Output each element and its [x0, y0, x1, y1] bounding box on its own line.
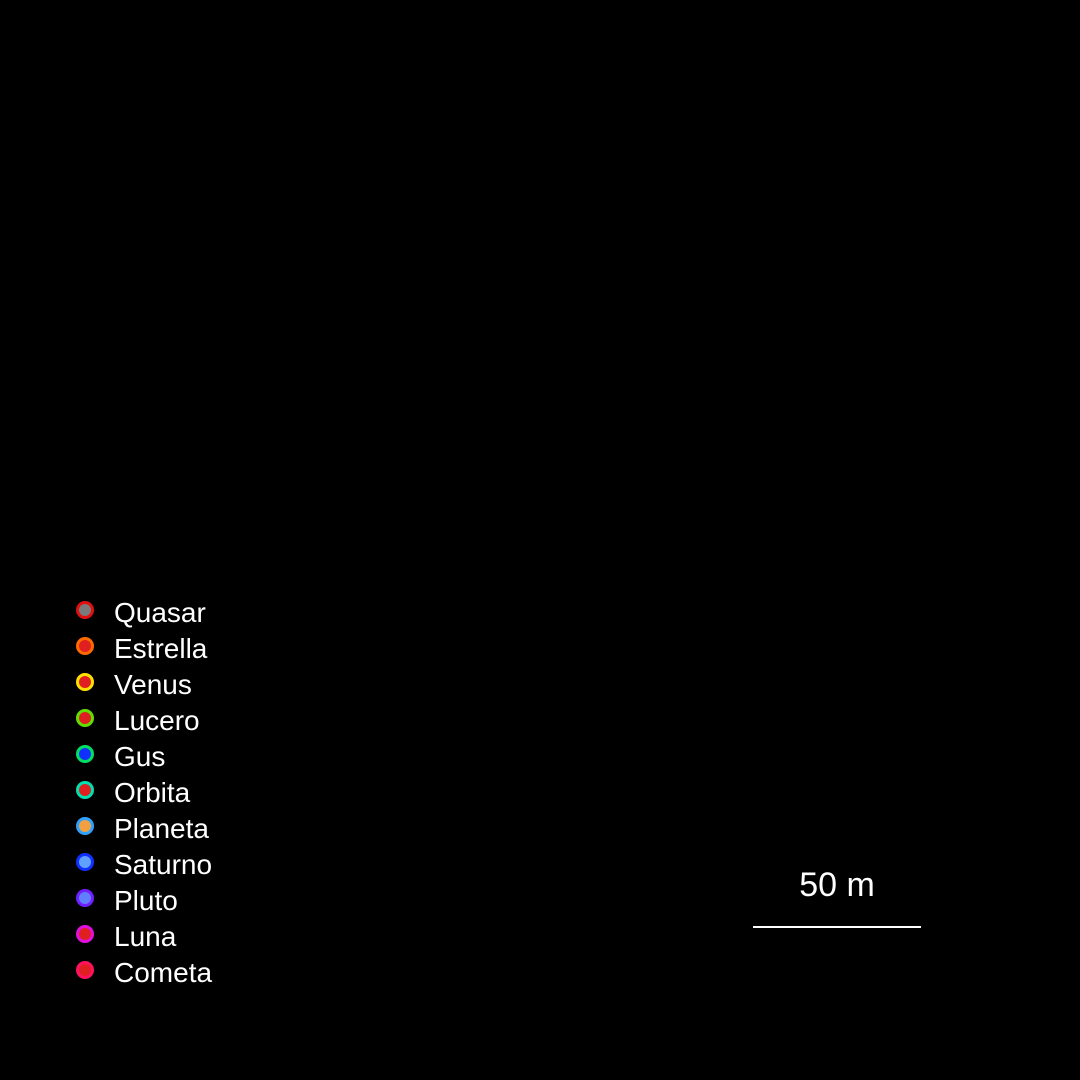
legend-marker-icon — [76, 637, 94, 655]
legend-marker-icon — [76, 709, 94, 727]
legend-item: Gus — [76, 739, 212, 775]
legend-item: Estrella — [76, 631, 212, 667]
legend-item: Pluto — [76, 883, 212, 919]
legend-label: Lucero — [114, 705, 200, 736]
legend-marker-icon — [76, 673, 94, 691]
legend-marker-icon — [76, 817, 94, 835]
legend-marker-icon — [76, 889, 94, 907]
legend-label: Saturno — [114, 849, 213, 880]
legend-label: Planeta — [114, 813, 209, 844]
legend-marker-icon — [76, 961, 94, 979]
scale-line — [753, 926, 921, 928]
legend-label: Orbita — [114, 777, 191, 808]
legend-item: Venus — [76, 667, 212, 703]
legend-marker-icon — [76, 781, 94, 799]
legend-label: Quasar — [114, 597, 206, 628]
legend-item: Cometa — [76, 955, 212, 991]
legend-marker-icon — [76, 925, 94, 943]
legend-label: Estrella — [114, 633, 208, 664]
legend-item: Quasar — [76, 595, 212, 631]
legend-item: Luna — [76, 919, 212, 955]
legend-label: Luna — [114, 921, 177, 952]
legend-item: Planeta — [76, 811, 212, 847]
legend-item: Lucero — [76, 703, 212, 739]
legend-label: Pluto — [114, 885, 178, 916]
legend-item: Saturno — [76, 847, 212, 883]
legend: Quasar Estrella Venus Lucero Gus Orbita Planet… — [76, 595, 212, 991]
legend-label: Venus — [114, 669, 192, 700]
legend-marker-icon — [76, 853, 94, 871]
scale-bar: 50 m — [753, 862, 921, 932]
legend-item: Orbita — [76, 775, 212, 811]
scale-label: 50 m — [799, 866, 875, 904]
legend-label: Cometa — [114, 957, 213, 988]
legend-marker-icon — [76, 745, 94, 763]
legend-marker-icon — [76, 601, 94, 619]
legend-label: Gus — [114, 741, 166, 772]
